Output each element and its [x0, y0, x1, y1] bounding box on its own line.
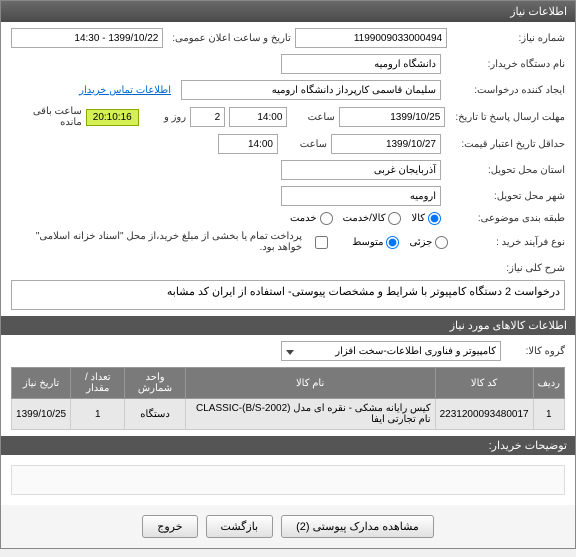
table-row[interactable]: 1 2231200093480017 کیس رایانه مشکی - نقر… — [12, 399, 565, 430]
time-label-2: ساعت — [282, 139, 327, 150]
titlebar: اطلاعات نیاز — [1, 1, 575, 22]
items-table: ردیف کد کالا نام کالا واحد شمارش تعداد /… — [11, 367, 565, 430]
button-bar: مشاهده مدارک پیوستی (2) بازگشت خروج — [1, 505, 575, 548]
col-unit: واحد شمارش — [125, 368, 185, 399]
delivery-province-field: آذربایجان غربی — [281, 160, 441, 180]
budget-label: طبقه بندی موضوعی: — [445, 213, 565, 224]
buyer-notes-area — [11, 465, 565, 495]
attachments-button[interactable]: مشاهده مدارک پیوستی (2) — [281, 515, 434, 538]
buyer-org-field: دانشگاه ارومیه — [281, 54, 441, 74]
contact-link[interactable]: اطلاعات تماس خریدار — [79, 85, 171, 96]
reply-deadline-label: مهلت ارسال پاسخ تا تاریخ: — [449, 112, 565, 123]
back-button[interactable]: بازگشت — [206, 515, 274, 538]
time-label-1: ساعت — [291, 112, 334, 123]
med-radio[interactable] — [386, 236, 399, 249]
cell-unit: دستگاه — [125, 399, 185, 430]
need-number-label: شماره نیاز: — [451, 33, 565, 44]
exit-button[interactable]: خروج — [142, 515, 197, 538]
process-radio-group: جزئی متوسط — [352, 236, 448, 249]
reply-time-field: 14:00 — [229, 107, 287, 127]
service-label: خدمت — [290, 213, 317, 224]
low-radio[interactable] — [435, 236, 448, 249]
price-date-field: 1399/10/27 — [331, 134, 441, 154]
cell-row: 1 — [533, 399, 564, 430]
low-label: جزئی — [409, 237, 432, 248]
announce-label: تاریخ و ساعت اعلان عمومی: — [167, 33, 290, 44]
remaining-label: ساعت باقی مانده — [11, 106, 82, 128]
reply-date-field: 1399/10/25 — [339, 107, 445, 127]
price-validity-label: حداقل تاریخ اعتبار قیمت: — [445, 139, 565, 150]
main-desc-box: درخواست 2 دستگاه کامپیوتر با شرایط و مشخ… — [11, 280, 565, 310]
buyer-notes-header: توضیحات خریدار: — [1, 436, 575, 455]
table-header-row: ردیف کد کالا نام کالا واحد شمارش تعداد /… — [12, 368, 565, 399]
category-radio-group: کالا کالا/خدمت خدمت — [290, 212, 441, 225]
need-number-field: 1199009033000494 — [295, 28, 447, 48]
delivery-province-label: استان محل تحویل: — [445, 165, 565, 176]
delivery-city-label: شهر محل تحویل: — [445, 191, 565, 202]
countdown-timer: 20:10:16 — [86, 109, 139, 126]
group-label: گروه کالا: — [505, 346, 565, 357]
partial-pay-label: پرداخت تمام یا بخشی از مبلغ خرید،از محل … — [11, 231, 302, 253]
main-content: شماره نیاز: 1199009033000494 تاریخ و ساع… — [1, 22, 575, 316]
goods-radio[interactable] — [428, 212, 441, 225]
goods-service-label: کالا/خدمت — [343, 213, 386, 224]
window-frame: اطلاعات نیاز شماره نیاز: 119900903300049… — [0, 0, 576, 549]
window-title: اطلاعات نیاز — [510, 6, 567, 18]
items-section-header: اطلاعات کالاهای مورد نیاز — [1, 316, 575, 335]
col-name: نام کالا — [185, 368, 435, 399]
med-label: متوسط — [352, 237, 383, 248]
price-time-field: 14:00 — [218, 134, 278, 154]
announce-field: 1399/10/22 - 14:30 — [11, 28, 163, 48]
col-qty: تعداد / مقدار — [71, 368, 125, 399]
days-field: 2 — [190, 107, 225, 127]
cell-code: 2231200093480017 — [435, 399, 533, 430]
cell-qty: 1 — [71, 399, 125, 430]
process-label: نوع فرآیند خرید : — [452, 237, 565, 248]
main-desc-label: شرح کلی نیاز: — [445, 263, 565, 274]
group-value: کامپیوتر و فناوری اطلاعات-سخت افزار — [335, 346, 496, 357]
buyer-org-label: نام دستگاه خریدار: — [445, 59, 565, 70]
cell-date: 1399/10/25 — [12, 399, 71, 430]
delivery-city-field: ارومیه — [281, 186, 441, 206]
partial-pay-checkbox[interactable] — [315, 236, 328, 249]
group-dropdown[interactable]: کامپیوتر و فناوری اطلاعات-سخت افزار — [281, 341, 501, 361]
creator-field: سلیمان قاسمی کارپرداز دانشگاه ارومیه — [181, 80, 441, 100]
col-date: تاریخ نیاز — [12, 368, 71, 399]
days-label: روز و — [143, 112, 186, 123]
goods-label: کالا — [411, 213, 425, 224]
col-row: ردیف — [533, 368, 564, 399]
col-code: کد کالا — [435, 368, 533, 399]
service-radio[interactable] — [320, 212, 333, 225]
creator-label: ایجاد کننده درخواست: — [445, 85, 565, 96]
cell-name: کیس رایانه مشکی - نقره ای مدل CLASSIC-(B… — [185, 399, 435, 430]
goods-service-radio[interactable] — [388, 212, 401, 225]
chevron-down-icon — [286, 350, 294, 355]
